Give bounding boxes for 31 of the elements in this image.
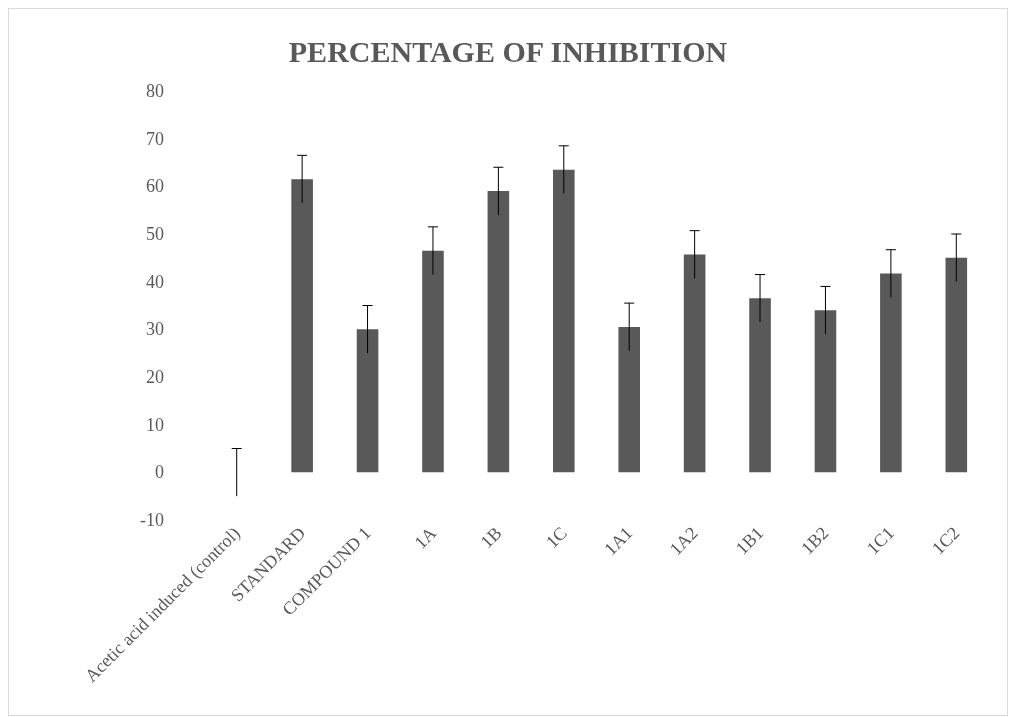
bar	[683, 254, 706, 473]
bar	[553, 169, 575, 473]
bar	[422, 250, 444, 473]
y-tick-label: 80	[146, 81, 164, 101]
x-tick-label: 1B	[476, 522, 506, 552]
bar	[356, 329, 379, 473]
y-tick-label: 40	[146, 271, 164, 292]
x-tick-label: 1C2	[928, 522, 964, 559]
bar	[880, 273, 902, 473]
x-tick-label: 1C	[541, 522, 571, 552]
x-tick-label: 1B1	[731, 522, 768, 559]
y-tick-label: 70	[146, 128, 164, 149]
x-tick-label: 1A2	[665, 522, 702, 559]
bar	[814, 310, 837, 473]
x-tick-label: 1A	[410, 522, 441, 553]
y-tick-label: 20	[146, 367, 164, 387]
x-tick-label: 1B2	[797, 522, 833, 559]
bar	[487, 191, 510, 473]
x-tick-label: 1C1	[862, 522, 898, 559]
bar	[749, 298, 771, 473]
chart-title: PERCENTAGE OF INHIBITION	[288, 34, 728, 68]
bar	[618, 326, 640, 473]
x-tick-label: 1A1	[600, 522, 637, 559]
y-tick-label: 60	[146, 176, 164, 197]
y-tick-label: 30	[146, 319, 164, 340]
y-tick-label: 10	[146, 414, 164, 435]
y-tick-label: 50	[146, 224, 164, 244]
bar	[945, 257, 968, 473]
bar	[291, 179, 313, 473]
y-tick-label: -10	[140, 510, 164, 530]
y-tick-label: 0	[155, 462, 164, 483]
